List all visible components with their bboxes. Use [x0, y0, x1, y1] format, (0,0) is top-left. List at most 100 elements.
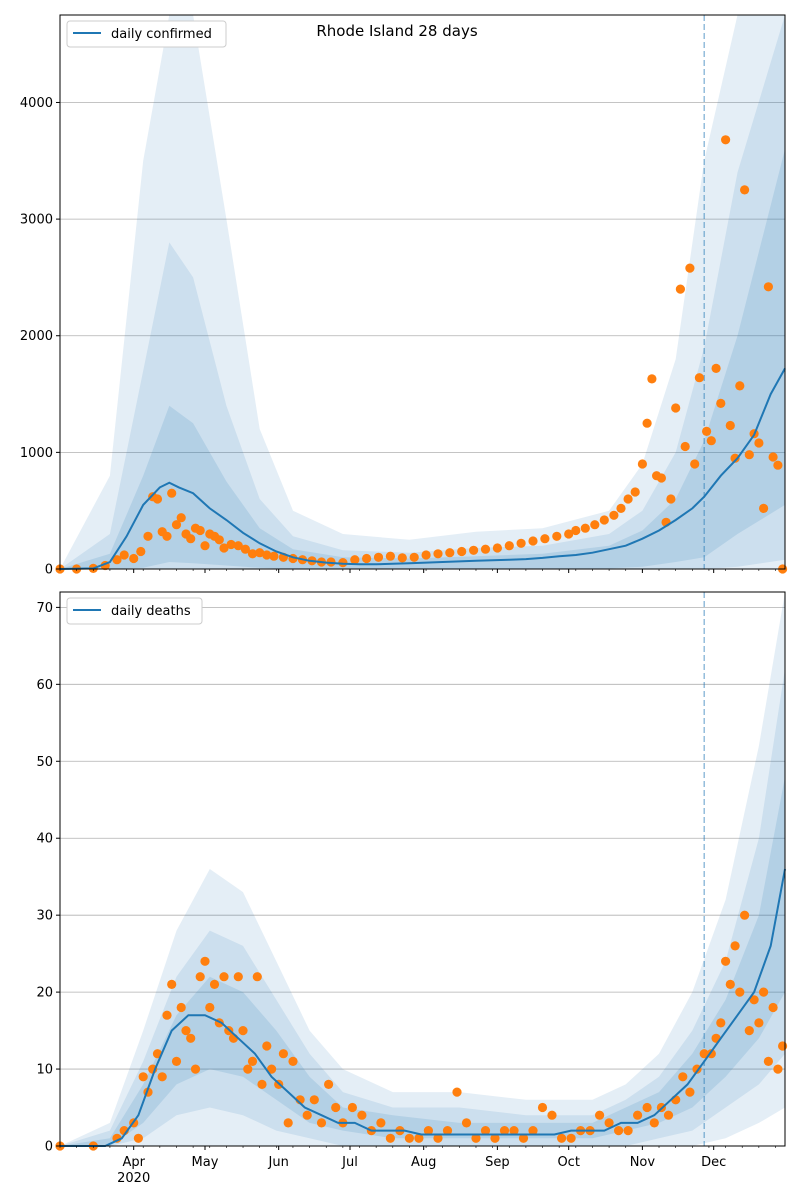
bottom-data-point	[200, 956, 210, 966]
bottom-data-point	[604, 1118, 614, 1128]
top-data-point	[433, 549, 443, 559]
top-data-point	[152, 494, 163, 504]
bottom-data-point	[219, 972, 229, 982]
bottom-data-point	[324, 1079, 334, 1089]
x-year-label: 2020	[117, 1171, 150, 1186]
bottom-data-point	[157, 1072, 167, 1082]
bottom-data-point	[480, 1126, 491, 1136]
bottom-band-outer	[60, 592, 785, 1146]
bottom-data-point	[763, 1056, 774, 1066]
top-data-point	[759, 503, 769, 513]
bottom-data-point	[414, 1133, 424, 1143]
top-data-point	[119, 550, 129, 560]
top-data-point	[385, 551, 395, 561]
top-data-point	[269, 551, 279, 561]
top-data-point	[143, 531, 153, 541]
bottom-panel: 0 10 20 30 40 50 60 70 Apr May Jun Jul Aug Sep Oct Nov…	[36, 591, 788, 1186]
top-data-point	[590, 520, 600, 530]
top-y-tick-label: 2000	[20, 329, 53, 344]
bottom-data-point	[623, 1126, 633, 1136]
bottom-data-point	[209, 979, 220, 990]
top-data-point	[457, 546, 467, 557]
top-data-point	[338, 558, 348, 568]
top-series-line	[59, 367, 786, 570]
bottom-data-point	[633, 1110, 643, 1120]
bottom-legend-label: daily deaths	[111, 604, 191, 619]
bottom-data-point	[138, 1072, 148, 1082]
bottom-data-point	[171, 1056, 182, 1066]
top-data-point	[540, 534, 550, 544]
bottom-data-point	[566, 1133, 576, 1143]
bottom-y-tick-label: 0	[45, 1140, 53, 1155]
top-data-point	[740, 185, 750, 195]
bottom-data-point	[685, 1087, 695, 1097]
bottom-data-point	[716, 1018, 726, 1028]
bottom-data-point	[471, 1133, 481, 1143]
bottom-data-point	[247, 1056, 258, 1066]
bottom-y-tick-label: 30	[36, 909, 53, 924]
bottom-data-point	[663, 1110, 674, 1120]
bottom-data-point	[518, 1133, 529, 1143]
top-data-point	[552, 531, 562, 541]
top-data-point	[711, 363, 721, 373]
top-data-point	[219, 543, 229, 553]
bottom-data-point	[243, 1064, 253, 1074]
bottom-data-point	[595, 1110, 605, 1120]
bottom-data-point	[557, 1133, 567, 1143]
top-panel: 0 1000 2000 3000 4000 Rhode Island 28 days d…	[20, 14, 788, 578]
bottom-data-point	[376, 1118, 386, 1128]
bottom-y-tick-label: 70	[36, 601, 53, 616]
bottom-data-point	[740, 910, 750, 920]
top-series-line-path	[59, 367, 786, 570]
bottom-data-point	[721, 956, 731, 966]
top-data-point	[171, 520, 182, 530]
top-data-point	[469, 545, 479, 555]
top-data-point	[373, 552, 384, 562]
bottom-data-point	[176, 1002, 186, 1013]
bottom-data-point	[233, 972, 243, 982]
top-data-point	[504, 541, 514, 551]
bottom-uncertainty-bands	[60, 592, 785, 1146]
bottom-data-point	[262, 1041, 272, 1051]
top-data-point	[690, 459, 700, 469]
top-data-point	[671, 403, 681, 413]
x-tick-label: Aug	[411, 1155, 436, 1170]
bottom-data-point	[614, 1126, 624, 1136]
top-data-point	[685, 263, 695, 273]
top-data-point	[162, 531, 172, 541]
top-data-point	[397, 553, 407, 563]
top-data-point	[706, 436, 716, 446]
bottom-data-point	[678, 1072, 688, 1082]
top-data-point	[609, 510, 619, 520]
top-legend-box	[66, 20, 227, 48]
top-y-tick-label: 1000	[20, 446, 53, 461]
bottom-data-point	[167, 979, 177, 990]
bottom-series-line	[60, 868, 786, 1147]
x-tick-label: Jul	[341, 1155, 358, 1170]
top-legend-label: daily confirmed	[111, 27, 212, 42]
top-data-point	[492, 543, 502, 553]
top-data-point	[240, 544, 250, 554]
top-data-point	[735, 381, 745, 391]
top-data-point	[571, 525, 581, 536]
bottom-data-point	[537, 1102, 548, 1113]
bottom-data-point	[452, 1087, 462, 1097]
top-data-point	[167, 488, 177, 498]
bottom-data-point	[499, 1126, 510, 1136]
bottom-data-point	[735, 987, 745, 997]
x-tick-label: May	[192, 1155, 219, 1170]
bottom-data-point	[195, 972, 205, 982]
top-data-point	[129, 553, 139, 564]
top-plot-area	[55, 15, 788, 574]
bottom-data-point	[547, 1110, 557, 1120]
top-data-point	[666, 494, 676, 504]
top-data-point	[725, 420, 735, 431]
top-data-point	[702, 426, 712, 436]
top-band-middle	[60, 15, 785, 569]
top-data-point	[350, 555, 360, 565]
bottom-data-point	[642, 1102, 652, 1113]
bottom-data-point	[283, 1118, 293, 1128]
bottom-data-point	[778, 1041, 788, 1051]
bottom-y-axis: 0 10 20 30 40 50 60 70	[36, 601, 60, 1155]
